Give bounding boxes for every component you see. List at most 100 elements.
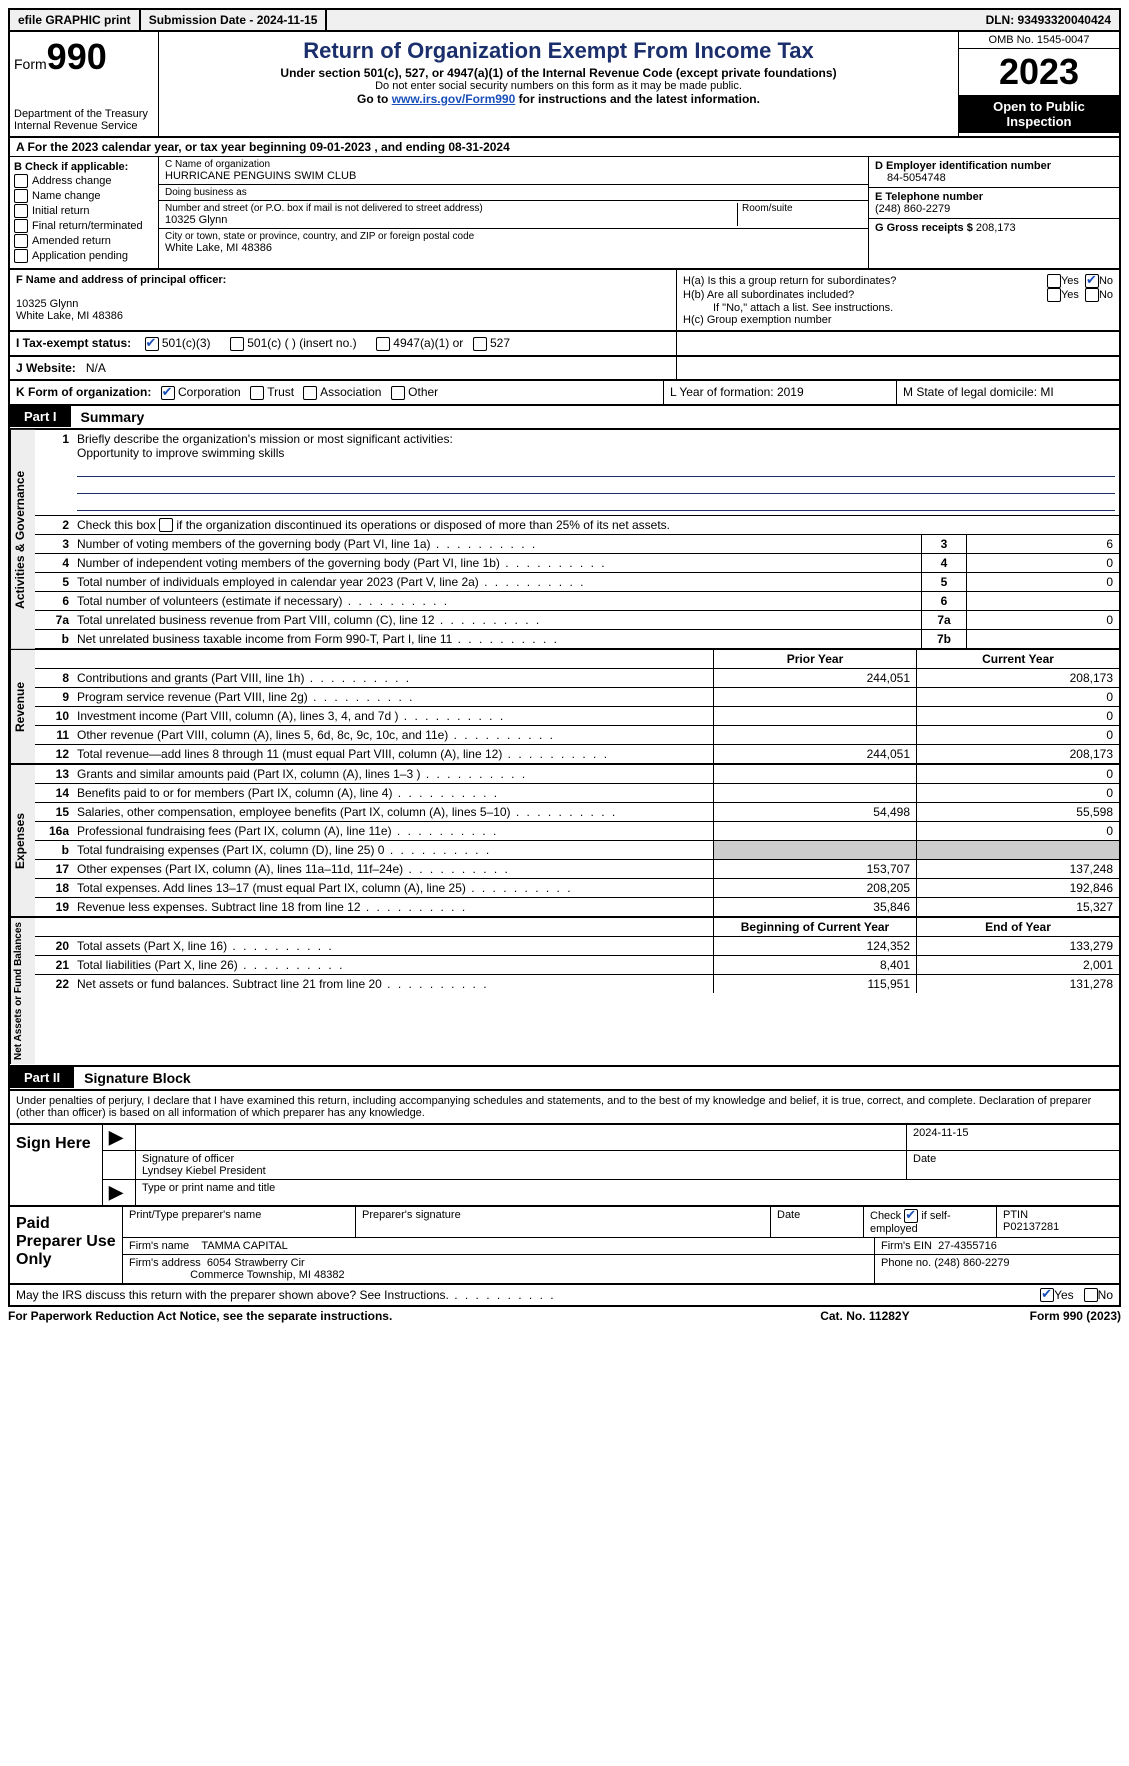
table-row: 16aProfessional fundraising fees (Part I… (35, 822, 1119, 841)
efile-print[interactable]: efile GRAPHIC print (10, 10, 141, 30)
part-2-tab: Part II (10, 1067, 74, 1088)
omb-number: OMB No. 1545-0047 (959, 32, 1119, 49)
discuss-question: May the IRS discuss this return with the… (16, 1288, 556, 1302)
city-value: White Lake, MI 48386 (165, 242, 862, 254)
i-501c-icon[interactable] (230, 337, 244, 351)
firm-addr1: 6054 Strawberry Cir (207, 1257, 305, 1269)
subtitle-1: Under section 501(c), 527, or 4947(a)(1)… (167, 66, 950, 80)
table-row: bTotal fundraising expenses (Part IX, co… (35, 841, 1119, 860)
k-other: Other (408, 385, 438, 399)
phone-value: (248) 860-2279 (875, 203, 950, 215)
ptin-value: P02137281 (1003, 1221, 1059, 1233)
box-b: B Check if applicable: Address change Na… (10, 157, 159, 268)
f-line1: 10325 Glynn (16, 298, 78, 310)
exp-vlabel: Expenses (10, 765, 35, 916)
k-trust-icon[interactable] (250, 386, 264, 400)
ha-yes-icon[interactable] (1047, 274, 1061, 288)
i-527: 527 (490, 336, 510, 350)
mission-text: Opportunity to improve swimming skills (77, 446, 284, 460)
l1-label: Briefly describe the organization's miss… (77, 432, 453, 446)
firm-label: Firm's name (129, 1240, 189, 1252)
table-row: 7aTotal unrelated business revenue from … (35, 611, 1119, 630)
table-row: 22Net assets or fund balances. Subtract … (35, 975, 1119, 993)
paperwork-notice: For Paperwork Reduction Act Notice, see … (8, 1309, 392, 1323)
summary-revenue: Revenue Prior Year Current Year 8Contrib… (8, 650, 1121, 765)
table-row: 3Number of voting members of the governi… (35, 535, 1119, 554)
hdr-prior: Prior Year (713, 650, 916, 668)
ha-no-icon[interactable] (1085, 274, 1099, 288)
firm-ein-label: Firm's EIN (881, 1240, 932, 1252)
chk-name-icon[interactable] (14, 189, 28, 203)
part-2-header: Part II Signature Block (8, 1067, 1121, 1091)
table-row: 20Total assets (Part X, line 16)124,3521… (35, 937, 1119, 956)
hb-no-icon[interactable] (1085, 288, 1099, 302)
i-4947-icon[interactable] (376, 337, 390, 351)
firm-name: TAMMA CAPITAL (201, 1240, 287, 1252)
prep-sig-hdr: Preparer's signature (356, 1207, 771, 1237)
k-assoc: Association (320, 385, 381, 399)
dln: DLN: 93493320040424 (978, 10, 1119, 30)
i-501c3-icon[interactable] (145, 337, 159, 351)
table-row: bNet unrelated business taxable income f… (35, 630, 1119, 648)
table-row: 19Revenue less expenses. Subtract line 1… (35, 898, 1119, 916)
irs-link[interactable]: www.irs.gov/Form990 (392, 92, 516, 106)
tax-year: 2023 (959, 49, 1119, 95)
table-row: 17Other expenses (Part IX, column (A), l… (35, 860, 1119, 879)
k-corp-icon[interactable] (161, 386, 175, 400)
chk-amended-icon[interactable] (14, 234, 28, 248)
gross-label: G Gross receipts $ (875, 222, 973, 234)
sign-here-block: Sign Here ▶ 2024-11-15 Signature of offi… (8, 1125, 1121, 1207)
prep-date-hdr: Date (771, 1207, 864, 1237)
form-prefix: Form (14, 56, 47, 72)
hb-no: No (1099, 289, 1113, 301)
self-employed-icon[interactable] (904, 1209, 918, 1223)
table-row: 15Salaries, other compensation, employee… (35, 803, 1119, 822)
identity-grid: B Check if applicable: Address change Na… (8, 156, 1121, 270)
form-990-footer: Form 990 (2023) (1030, 1309, 1121, 1323)
part-1-header: Part I Summary (8, 406, 1121, 430)
i-501c: 501(c) ( ) (insert no.) (247, 336, 356, 350)
discuss-no-icon[interactable] (1084, 1288, 1098, 1302)
street-label: Number and street (or P.O. box if mail i… (165, 203, 737, 214)
box-c: C Name of organization HURRICANE PENGUIN… (159, 157, 868, 268)
hc-label: H(c) Group exemption number (683, 314, 1113, 326)
gov-vlabel: Activities & Governance (10, 430, 35, 649)
chk-amended: Amended return (32, 235, 111, 247)
l2-box-icon[interactable] (159, 518, 173, 532)
submission-date: Submission Date - 2024-11-15 (141, 10, 328, 30)
top-bar: efile GRAPHIC print Submission Date - 20… (8, 8, 1121, 32)
k-other-icon[interactable] (391, 386, 405, 400)
hb-yes-icon[interactable] (1047, 288, 1061, 302)
arrow-icon-2: ▶ (103, 1180, 136, 1205)
prep-name-hdr: Print/Type preparer's name (123, 1207, 356, 1237)
officer-date: 2024-11-15 (907, 1125, 1119, 1150)
goto-post: for instructions and the latest informat… (515, 92, 760, 106)
row-klm: K Form of organization: Corporation Trus… (8, 381, 1121, 406)
perjury-declaration: Under penalties of perjury, I declare th… (8, 1091, 1121, 1125)
ha-yes: Yes (1061, 275, 1079, 287)
row-j: J Website: N/A (8, 357, 1121, 381)
chk-address: Address change (32, 175, 112, 187)
summary-expenses: Expenses 13Grants and similar amounts pa… (8, 765, 1121, 918)
chk-address-icon[interactable] (14, 174, 28, 188)
ein-label: D Employer identification number (875, 160, 1051, 172)
table-row: 14Benefits paid to or for members (Part … (35, 784, 1119, 803)
chk-initial-icon[interactable] (14, 204, 28, 218)
form-title: Return of Organization Exempt From Incom… (167, 38, 950, 64)
form-number: 990 (47, 36, 107, 77)
discuss-yes-icon[interactable] (1040, 1288, 1054, 1302)
k-assoc-icon[interactable] (303, 386, 317, 400)
chk-pending: Application pending (32, 250, 128, 262)
cat-no: Cat. No. 11282Y (820, 1309, 909, 1323)
firm-phone-label: Phone no. (881, 1257, 931, 1269)
paid-preparer-block: Paid Preparer Use Only Print/Type prepar… (8, 1207, 1121, 1285)
l-label: L Year of formation: 2019 (664, 381, 897, 404)
chk-final-icon[interactable] (14, 219, 28, 233)
chk-pending-icon[interactable] (14, 249, 28, 263)
room-label: Room/suite (742, 203, 862, 214)
i-527-icon[interactable] (473, 337, 487, 351)
firm-phone: (248) 860-2279 (934, 1257, 1009, 1269)
city-label: City or town, state or province, country… (165, 231, 862, 242)
date-label: Date (907, 1151, 1119, 1179)
table-row: 11Other revenue (Part VIII, column (A), … (35, 726, 1119, 745)
